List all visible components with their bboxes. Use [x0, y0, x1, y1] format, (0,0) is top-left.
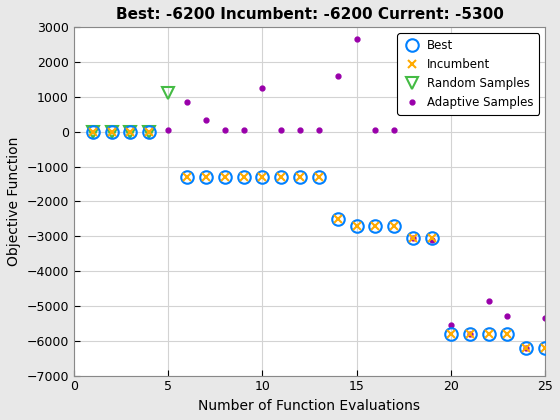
Incumbent — [259, 175, 266, 180]
Incumbent — [391, 223, 398, 228]
X-axis label: Number of Function Evaluations: Number of Function Evaluations — [198, 399, 421, 413]
Best — [428, 236, 435, 241]
Best — [146, 129, 153, 134]
Incumbent — [334, 216, 341, 221]
Adaptive Samples — [221, 128, 228, 133]
Legend: Best, Incumbent, Random Samples, Adaptive Samples: Best, Incumbent, Random Samples, Adaptiv… — [397, 33, 539, 115]
Best — [353, 223, 360, 228]
Random Samples — [146, 129, 153, 134]
Incumbent — [90, 129, 96, 134]
Adaptive Samples — [259, 86, 266, 91]
Best — [485, 331, 492, 336]
Best — [391, 223, 398, 228]
Adaptive Samples — [410, 236, 417, 241]
Incumbent — [184, 175, 190, 180]
Best — [297, 175, 304, 180]
Line: Incumbent: Incumbent — [88, 128, 549, 352]
Adaptive Samples — [391, 128, 398, 133]
Best — [447, 331, 454, 336]
Incumbent — [240, 175, 247, 180]
Adaptive Samples — [353, 37, 360, 42]
Best — [278, 175, 284, 180]
Incumbent — [278, 175, 284, 180]
Title: Best: -6200 Incumbent: -6200 Current: -5300: Best: -6200 Incumbent: -6200 Current: -5… — [115, 7, 503, 22]
Line: Random Samples: Random Samples — [87, 88, 174, 137]
Best — [127, 129, 134, 134]
Best — [203, 175, 209, 180]
Adaptive Samples — [334, 74, 341, 79]
Best — [504, 331, 511, 336]
Incumbent — [523, 345, 530, 350]
Best — [108, 129, 115, 134]
Adaptive Samples — [184, 100, 190, 105]
Best — [372, 223, 379, 228]
Best — [90, 129, 96, 134]
Y-axis label: Objective Function: Objective Function — [7, 137, 21, 266]
Incumbent — [485, 331, 492, 336]
Adaptive Samples — [428, 237, 435, 242]
Adaptive Samples — [203, 117, 209, 122]
Random Samples — [90, 129, 96, 134]
Best — [240, 175, 247, 180]
Adaptive Samples — [523, 345, 530, 350]
Random Samples — [108, 129, 115, 134]
Adaptive Samples — [504, 314, 511, 319]
Incumbent — [428, 236, 435, 241]
Incumbent — [127, 129, 134, 134]
Best — [259, 175, 266, 180]
Best — [221, 175, 228, 180]
Incumbent — [108, 129, 115, 134]
Line: Best: Best — [86, 126, 552, 354]
Random Samples — [165, 91, 171, 96]
Adaptive Samples — [315, 128, 322, 133]
Best — [410, 236, 417, 241]
Best — [523, 345, 530, 350]
Adaptive Samples — [297, 128, 304, 133]
Best — [315, 175, 322, 180]
Adaptive Samples — [542, 316, 548, 321]
Line: Adaptive Samples: Adaptive Samples — [164, 34, 550, 353]
Adaptive Samples — [278, 128, 284, 133]
Incumbent — [203, 175, 209, 180]
Incumbent — [315, 175, 322, 180]
Best — [184, 175, 190, 180]
Incumbent — [504, 331, 511, 336]
Incumbent — [353, 223, 360, 228]
Incumbent — [542, 345, 548, 350]
Adaptive Samples — [165, 128, 171, 133]
Random Samples — [127, 129, 134, 134]
Adaptive Samples — [240, 128, 247, 133]
Incumbent — [372, 223, 379, 228]
Incumbent — [297, 175, 304, 180]
Incumbent — [146, 129, 153, 134]
Incumbent — [466, 331, 473, 336]
Best — [334, 216, 341, 221]
Incumbent — [447, 331, 454, 336]
Adaptive Samples — [466, 331, 473, 336]
Adaptive Samples — [485, 298, 492, 303]
Adaptive Samples — [447, 323, 454, 328]
Incumbent — [410, 236, 417, 241]
Best — [542, 345, 548, 350]
Best — [466, 331, 473, 336]
Incumbent — [221, 175, 228, 180]
Adaptive Samples — [372, 128, 379, 133]
